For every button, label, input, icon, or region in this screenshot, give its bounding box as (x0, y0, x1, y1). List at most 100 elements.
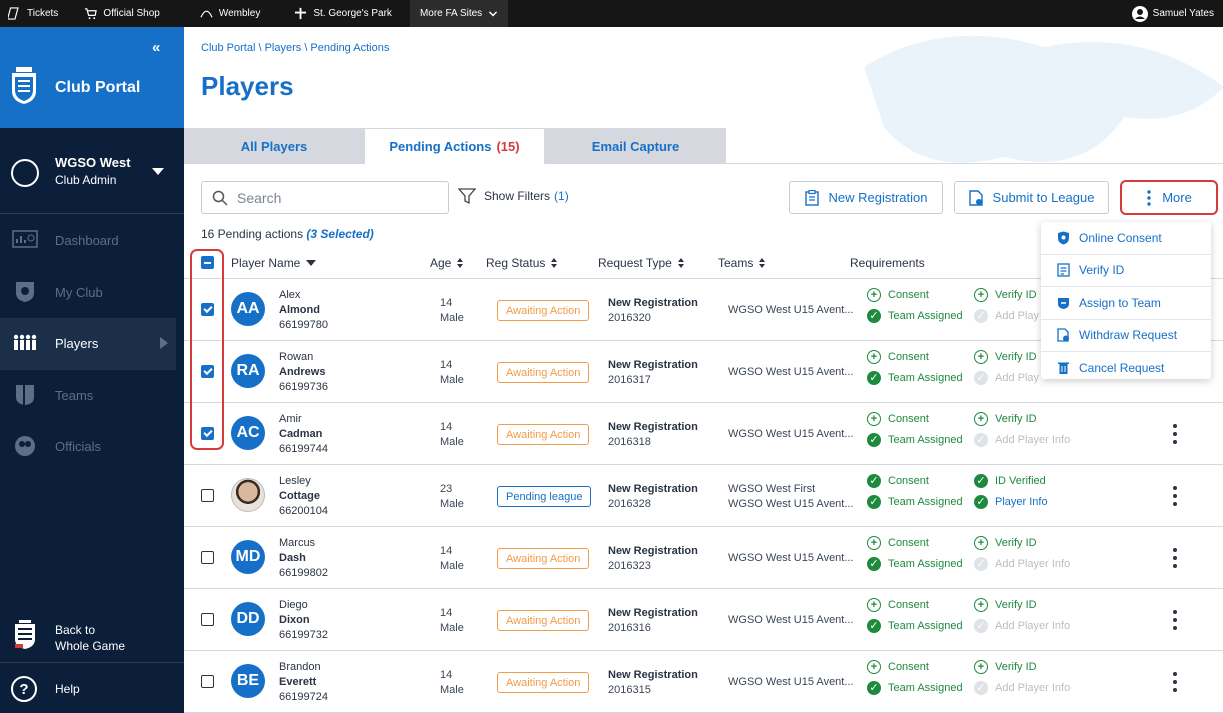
team-assigned-requirement: ✓ Team Assigned (867, 557, 963, 571)
select-all-checkbox[interactable] (201, 256, 214, 269)
tab-bar: All Players Pending Actions (15) Email Ca… (184, 128, 1223, 165)
breadcrumb[interactable]: Club Portal \ Players \ Pending Actions (201, 42, 390, 54)
last-name: Cottage (279, 490, 320, 502)
column-label: Request Type (598, 256, 672, 270)
table-row[interactable]: RA Rowan Andrews 66199736 14 Male Awaiting … (184, 341, 1223, 403)
player-name[interactable]: Brandon Everett 66199724 (279, 660, 328, 705)
check-circle-icon: ✓ (974, 371, 988, 385)
table-row[interactable]: DD Diego Dixon 66199732 14 Male Awaiting Ac… (184, 589, 1223, 651)
wembley-link[interactable]: Wembley (192, 0, 260, 27)
verify-id-requirement[interactable]: + Verify ID (974, 412, 1037, 426)
age-gender: 14 Male (440, 420, 464, 450)
menu-item-cancel-request[interactable]: Cancel Request (1041, 352, 1211, 385)
menu-item-withdraw-request[interactable]: Withdraw Request (1041, 320, 1211, 352)
row-checkbox[interactable] (201, 427, 214, 440)
tab-email-capture[interactable]: Email Capture (545, 128, 726, 164)
player-name[interactable]: Diego Dixon 66199732 (279, 598, 328, 643)
sidebar-item-label: Officials (55, 439, 101, 455)
table-row[interactable]: AA Alex Almond 66199780 14 Male Awaiting Ac… (184, 279, 1223, 341)
menu-item-verify-id[interactable]: Verify ID (1041, 255, 1211, 287)
player-name[interactable]: Marcus Dash 66199802 (279, 536, 328, 581)
sidebar-item-officials[interactable]: Officials (0, 421, 184, 473)
consent-requirement[interactable]: + Consent (867, 412, 929, 426)
sort-icon (551, 257, 558, 269)
st-georges-park-link[interactable]: St. George's Park (286, 0, 392, 27)
avatar: AC (231, 416, 265, 450)
more-fa-sites-dropdown[interactable]: More FA Sites (409, 0, 509, 27)
search-input[interactable] (237, 189, 427, 206)
club-switcher[interactable]: WGSO West Club Admin (0, 128, 184, 214)
sidebar-item-my-club[interactable]: My Club (0, 267, 184, 319)
official-shop-link[interactable]: Official Shop (76, 0, 160, 27)
row-actions-menu-icon[interactable] (1172, 424, 1178, 444)
player-id: 66200104 (279, 505, 328, 517)
consent-requirement[interactable]: + Consent (867, 536, 929, 550)
tickets-link[interactable]: Tickets (0, 0, 58, 27)
player-name[interactable]: Alex Almond 66199780 (279, 288, 328, 333)
plus-circle-icon: + (974, 598, 988, 612)
table-row[interactable]: Lesley Cottage 66200104 23 Male Pending lea… (184, 465, 1223, 527)
add-player-info-requirement: ✓ Add Player Info (974, 433, 1070, 447)
back-to-whole-game-link[interactable]: Back to Whole Game (0, 607, 184, 663)
fa-crest-icon (12, 67, 36, 104)
verify-id-requirement[interactable]: + Verify ID (974, 536, 1037, 550)
user-menu[interactable]: Samuel Yates (1131, 0, 1214, 27)
tab-pending-actions[interactable]: Pending Actions (15) (364, 128, 545, 165)
verify-id-requirement[interactable]: + Verify ID (974, 598, 1037, 612)
more-actions-button[interactable]: More (1120, 180, 1218, 215)
row-checkbox[interactable] (201, 675, 214, 688)
help-link[interactable]: ? Help (0, 663, 184, 713)
column-age[interactable]: Age (430, 256, 464, 270)
column-label: Reg Status (486, 256, 546, 270)
row-actions-menu-icon[interactable] (1172, 486, 1178, 506)
tab-all-players[interactable]: All Players (184, 128, 364, 164)
show-filters-button[interactable]: Show Filters (1) (458, 187, 569, 205)
row-checkbox[interactable] (201, 489, 214, 502)
menu-item-assign-to-team[interactable]: Assign to Team (1041, 287, 1211, 320)
table-row[interactable]: AC Amir Cadman 66199744 14 Male Awaiting Ac… (184, 403, 1223, 465)
menu-item-online-consent[interactable]: Online Consent (1041, 222, 1211, 255)
player-name[interactable]: Lesley Cottage 66200104 (279, 474, 328, 519)
sidebar-item-teams[interactable]: Teams (0, 370, 184, 422)
verify-id-requirement[interactable]: + Verify ID (974, 660, 1037, 674)
row-actions-menu-icon[interactable] (1172, 610, 1178, 630)
sidebar-item-dashboard[interactable]: Dashboard (0, 215, 184, 267)
row-checkbox[interactable] (201, 551, 214, 564)
row-checkbox[interactable] (201, 365, 214, 378)
consent-requirement[interactable]: + Consent (867, 288, 929, 302)
plus-circle-icon: + (867, 412, 881, 426)
table-row[interactable]: BE Brandon Everett 66199724 14 Male Awaitin… (184, 651, 1223, 713)
consent-requirement[interactable]: + Consent (867, 660, 929, 674)
table-row[interactable]: MD Marcus Dash 66199802 14 Male Awaiting Ac… (184, 527, 1223, 589)
age-value: 14 (440, 669, 453, 681)
check-circle-icon: ✓ (974, 557, 988, 571)
requirement-label: Team Assigned (888, 496, 963, 508)
row-actions-menu-icon[interactable] (1172, 548, 1178, 568)
collapse-sidebar-icon[interactable]: « (152, 39, 161, 56)
new-registration-button[interactable]: New Registration (789, 181, 943, 214)
verify-id-requirement[interactable]: + Verify ID (974, 350, 1037, 364)
sort-icon (457, 257, 464, 269)
player-name[interactable]: Rowan Andrews 66199736 (279, 350, 328, 395)
column-teams[interactable]: Teams (718, 256, 766, 270)
row-actions-menu-icon[interactable] (1172, 672, 1178, 692)
tab-count-badge: (15) (496, 139, 520, 154)
team-name: WGSO West U15 Avent... (728, 428, 854, 440)
consent-requirement[interactable]: + Consent (867, 350, 929, 364)
row-checkbox[interactable] (201, 303, 214, 316)
search-box[interactable] (201, 181, 449, 214)
sidebar-item-players[interactable]: Players (0, 318, 176, 370)
submit-to-league-button[interactable]: Submit to League (954, 181, 1109, 214)
column-reg-status[interactable]: Reg Status (486, 256, 558, 270)
search-icon (212, 190, 228, 206)
requirement-label: Verify ID (995, 661, 1037, 673)
consent-requirement[interactable]: + Consent (867, 598, 929, 612)
player-name[interactable]: Amir Cadman 66199744 (279, 412, 328, 457)
column-request-type[interactable]: Request Type (598, 256, 685, 270)
column-player-name[interactable]: Player Name (231, 256, 317, 270)
consent-requirement: ✓ Consent (867, 474, 929, 488)
more-actions-menu: Online Consent Verify ID Assign to Team … (1041, 222, 1211, 379)
row-checkbox[interactable] (201, 613, 214, 626)
verify-id-requirement[interactable]: + Verify ID (974, 288, 1037, 302)
player-info-requirement[interactable]: ✓ Player Info (974, 495, 1048, 509)
